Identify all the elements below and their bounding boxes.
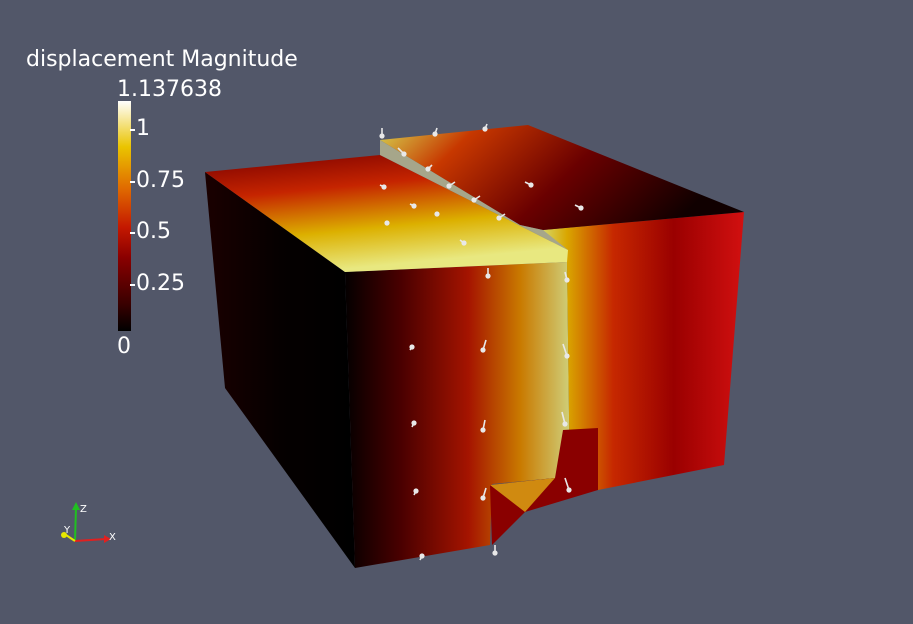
fault-notch-shade <box>490 478 555 512</box>
colorbar[interactable] <box>118 101 131 331</box>
displacement-arrowhead <box>482 126 488 132</box>
displacement-arrowhead <box>384 220 390 226</box>
colorbar-tick-label: 1 <box>136 116 150 141</box>
displacement-arrowhead <box>566 487 572 493</box>
displacement-arrowhead <box>480 347 486 353</box>
displacement-arrowhead <box>401 151 407 157</box>
block-top-front <box>205 155 568 272</box>
displacement-arrowhead <box>471 197 477 203</box>
colorbar-tick-label: 0.5 <box>136 219 171 244</box>
displacement-arrowhead <box>419 553 425 559</box>
displacement-arrowhead <box>425 166 431 172</box>
displacement-arrowhead <box>564 353 570 359</box>
displacement-arrowhead <box>562 421 568 427</box>
displacement-arrowhead <box>379 133 385 139</box>
displacement-arrowhead <box>409 344 415 350</box>
colorbar-tick <box>130 181 135 183</box>
displacement-arrowhead <box>578 205 584 211</box>
colorbar-tick <box>130 284 135 286</box>
displacement-arrowhead <box>446 183 452 189</box>
y-axis-arrowhead <box>61 532 67 538</box>
block-top-back <box>380 125 744 230</box>
displacement-arrowhead <box>411 203 417 209</box>
displacement-glyphs <box>379 123 584 561</box>
orientation-axes[interactable]: Z X Y <box>61 502 116 543</box>
displacement-arrowhead <box>434 211 440 217</box>
displacement-arrowhead <box>492 550 498 556</box>
z-axis-arrowhead <box>72 502 80 510</box>
colorbar-tick <box>130 232 135 234</box>
colorbar-tick-label: 0.75 <box>136 168 185 193</box>
x-axis-arrowhead <box>104 535 111 543</box>
displacement-arrowhead <box>496 215 502 221</box>
z-axis-label: Z <box>80 504 87 515</box>
colorbar-tick <box>130 129 135 131</box>
block-front-face <box>345 262 570 568</box>
displacement-arrowhead <box>432 131 438 137</box>
y-axis <box>65 534 76 542</box>
displacement-arrowhead <box>564 277 570 283</box>
colorbar-min-label: 0 <box>117 334 131 359</box>
colorbar-max-label: 1.137638 <box>117 77 222 102</box>
displacement-arrowhead <box>480 427 486 433</box>
fault-step <box>380 140 568 250</box>
block-right-face <box>543 212 744 492</box>
x-axis-label: X <box>109 532 116 543</box>
displacement-arrowhead <box>381 184 387 190</box>
colorbar-title: displacement Magnitude <box>26 47 298 72</box>
displacement-arrowhead <box>528 182 534 188</box>
z-axis <box>74 506 77 542</box>
displacement-arrowhead <box>411 420 417 426</box>
displacement-arrowhead <box>485 273 491 279</box>
x-axis <box>74 538 107 542</box>
block-left-face <box>205 172 355 568</box>
y-axis-label: Y <box>63 525 71 536</box>
displacement-arrowhead <box>461 240 467 246</box>
colorbar-tick-label: 0.25 <box>136 271 185 296</box>
displacement-arrowhead <box>413 488 419 494</box>
displacement-arrowhead <box>480 495 486 501</box>
